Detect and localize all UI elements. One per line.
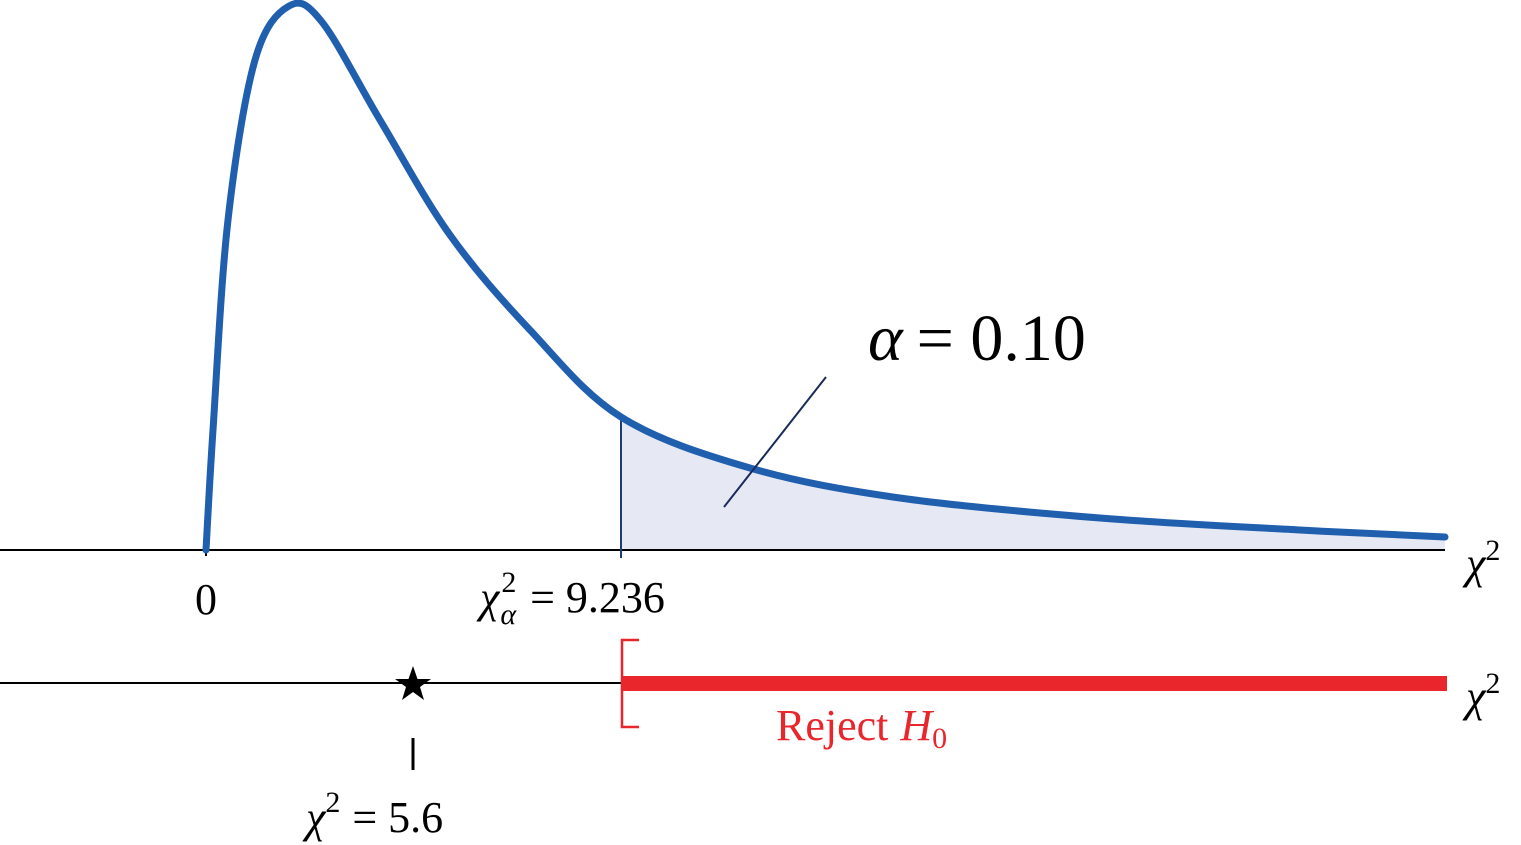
relation: = 0.10 — [917, 302, 1086, 375]
annotation-leader — [723, 376, 827, 508]
region-bracket — [620, 638, 639, 729]
superscript: 2 — [1485, 667, 1500, 700]
symbol: α — [868, 302, 904, 375]
subscript: α — [500, 598, 517, 631]
density-curve — [202, 0, 1449, 554]
word: Reject — [776, 701, 888, 750]
origin-label: 0 — [195, 575, 217, 624]
symbol: χ — [302, 793, 327, 842]
rejection-area — [621, 417, 1445, 550]
relation: = 5.6 — [352, 793, 443, 842]
reject-label: Reject H0 — [776, 701, 947, 755]
symbol: χ — [1462, 672, 1487, 721]
relation: = 9.236 — [530, 573, 665, 622]
test-statistic-label: χ2 = 5.6 — [302, 786, 443, 842]
rejection-region — [621, 676, 1447, 691]
critical-value-label: χ2 α = 9.236 — [476, 566, 665, 631]
star-marker — [395, 666, 431, 700]
symbol: χ — [476, 573, 501, 622]
superscript: 2 — [501, 566, 516, 599]
bottom-axis-label: χ2 — [1462, 667, 1500, 721]
superscript: 2 — [325, 786, 340, 819]
subscript: 0 — [932, 722, 947, 755]
superscript: 2 — [1485, 534, 1500, 567]
significance-label: α = 0.10 — [868, 302, 1086, 375]
symbol: χ — [1462, 539, 1487, 588]
top-axis-label: χ2 — [1462, 534, 1500, 588]
symbol: H — [899, 701, 934, 750]
